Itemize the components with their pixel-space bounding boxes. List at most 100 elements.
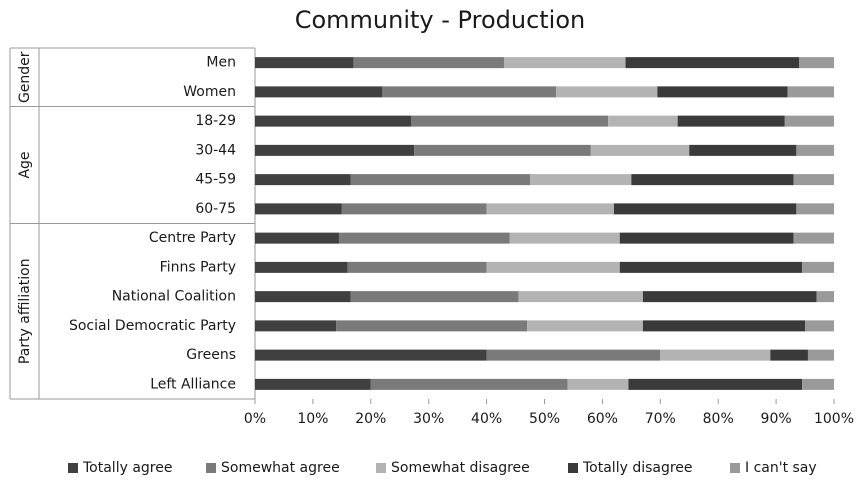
group-label: Gender <box>17 51 33 103</box>
legend-swatch <box>68 463 78 473</box>
bar-segment <box>556 86 658 98</box>
bar-segment <box>805 320 834 332</box>
bar-segment <box>255 232 339 244</box>
bar-segment <box>347 261 487 273</box>
bar-segment <box>255 115 412 127</box>
category-label: Greens <box>186 347 236 363</box>
category-label: 18-29 <box>195 113 236 129</box>
bar-segment <box>509 232 620 244</box>
bar-segment <box>341 203 487 215</box>
bar-segment <box>255 349 487 361</box>
bar-segment <box>518 291 643 303</box>
bar-segment <box>628 378 803 390</box>
x-tick-label: 40% <box>471 411 502 427</box>
bar-segment <box>642 291 817 303</box>
bar-segment <box>527 320 643 332</box>
category-label: National Coalition <box>112 289 236 305</box>
legend-swatch <box>206 463 216 473</box>
category-label: Left Alliance <box>150 376 236 392</box>
legend-swatch <box>568 463 578 473</box>
bar-segment <box>382 86 557 98</box>
bar-segment <box>370 378 568 390</box>
x-tick-label: 70% <box>645 411 676 427</box>
bar-segment <box>255 86 383 98</box>
x-tick-label: 20% <box>355 411 386 427</box>
bar-segment <box>796 144 834 156</box>
bar-segment <box>802 378 834 390</box>
bar-segment <box>799 57 834 69</box>
bar-segment <box>796 203 834 215</box>
bar-segment <box>255 144 415 156</box>
bar-segment <box>608 115 678 127</box>
x-tick-label: 60% <box>587 411 618 427</box>
x-tick-label: 90% <box>761 411 792 427</box>
bar-segment <box>350 174 531 186</box>
bar-segment <box>486 349 661 361</box>
category-label: 45-59 <box>195 172 236 188</box>
group-label: Party affiliation <box>17 258 33 364</box>
legend-label: Somewhat disagree <box>391 460 530 476</box>
bar-segment <box>816 291 834 303</box>
category-label: Social Democratic Party <box>69 318 236 334</box>
bar-segment <box>255 261 348 273</box>
legend-swatch <box>376 463 386 473</box>
bar-segment <box>787 86 834 98</box>
x-tick-label: 80% <box>703 411 734 427</box>
legend-label: Totally disagree <box>582 460 693 476</box>
bar-segment <box>255 203 342 215</box>
bar-segment <box>619 261 803 273</box>
bar-segment <box>677 115 785 127</box>
bar-segment <box>353 57 504 69</box>
bar-segment <box>660 349 771 361</box>
bar-segment <box>689 144 797 156</box>
legend-swatch <box>730 463 740 473</box>
bar-segment <box>486 203 614 215</box>
bar-segment <box>613 203 797 215</box>
bar-segment <box>642 320 806 332</box>
legend: Totally agree Somewhat agree Somewhat disa… <box>68 460 817 476</box>
category-label: Men <box>206 55 236 71</box>
bar-segment <box>486 261 620 273</box>
x-tick-label: 10% <box>297 411 328 427</box>
bar-segment <box>631 174 794 186</box>
group-labels: Gender Age Party affiliation <box>17 51 33 364</box>
bar-segment <box>336 320 528 332</box>
x-tick-label: 30% <box>413 411 444 427</box>
bar-segment <box>338 232 510 244</box>
chart-title: Community - Production <box>295 6 586 34</box>
category-label: 60-75 <box>195 201 236 217</box>
bar-segment <box>503 57 626 69</box>
bar-segment <box>770 349 808 361</box>
bar-segment <box>530 174 632 186</box>
bar-segment <box>793 232 834 244</box>
bar-segment <box>619 232 794 244</box>
category-label: Finns Party <box>160 259 236 275</box>
bar-segment <box>784 115 834 127</box>
bar-segment <box>567 378 629 390</box>
bar-segment <box>414 144 591 156</box>
bar-segment <box>625 57 800 69</box>
x-tick-label: 0% <box>244 411 266 427</box>
bar-segment <box>411 115 609 127</box>
bar-segment <box>807 349 834 361</box>
x-tick-label: 50% <box>529 411 560 427</box>
legend-label: Totally agree <box>82 460 172 476</box>
bars <box>255 57 834 390</box>
legend-label: I can't say <box>745 460 817 476</box>
bar-segment <box>350 291 519 303</box>
legend-label: Somewhat agree <box>221 460 340 476</box>
x-axis: 0% 10% 20% 30% 40% 50% 60% 70% 80% 90% 100% <box>244 399 854 427</box>
bar-segment <box>802 261 834 273</box>
category-frame <box>9 47 256 404</box>
group-label: Age <box>17 151 33 178</box>
category-label: Women <box>183 84 236 100</box>
category-label: Centre Party <box>149 230 236 246</box>
category-labels: Men Women 18-29 30-44 45-59 60-75 Centre Party… <box>69 55 236 393</box>
category-label: 30-44 <box>195 142 236 158</box>
x-tick-label: 100% <box>814 411 854 427</box>
bar-segment <box>255 378 371 390</box>
bar-segment <box>590 144 690 156</box>
bar-segment <box>255 291 351 303</box>
bar-segment <box>255 320 337 332</box>
